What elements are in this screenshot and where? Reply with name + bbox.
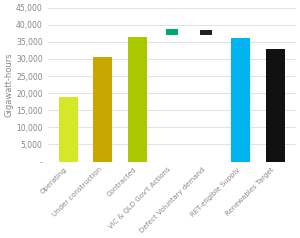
Bar: [166, 29, 178, 35]
Bar: [128, 37, 147, 162]
Bar: [200, 30, 212, 35]
Bar: [266, 49, 284, 162]
Bar: [59, 97, 78, 162]
Bar: [231, 39, 250, 162]
Bar: [93, 57, 112, 162]
Y-axis label: Gigawatt-hours: Gigawatt-hours: [4, 52, 13, 117]
